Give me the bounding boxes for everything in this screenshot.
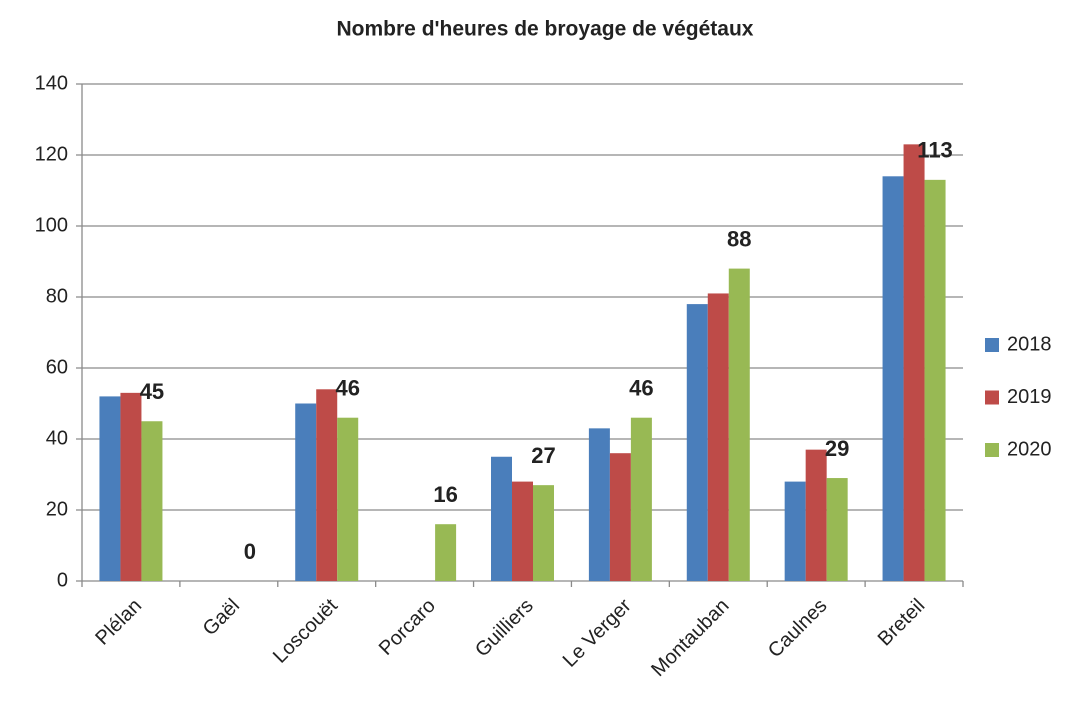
bar: [295, 403, 317, 581]
bar: [707, 293, 729, 581]
bar: [826, 478, 848, 581]
x-tick-label: Porcaro: [375, 595, 440, 660]
y-tick-label: 140: [35, 72, 68, 94]
data-label: 29: [825, 436, 849, 461]
bar: [120, 392, 142, 581]
bar: [491, 456, 512, 581]
legend-label: 2019: [1007, 386, 1052, 408]
y-tick-label: 20: [46, 498, 68, 520]
bar: [99, 396, 121, 581]
y-tick-label: 0: [57, 569, 68, 591]
bar: [784, 481, 806, 581]
bar: [316, 389, 338, 581]
bar: [512, 481, 533, 581]
data-label: 46: [335, 376, 359, 401]
y-tick-label: 100: [35, 214, 68, 236]
x-tick-label: Loscouët: [269, 594, 342, 667]
bar: [141, 421, 163, 581]
legend-label: 2018: [1007, 333, 1052, 355]
x-tick-label: Montauban: [647, 595, 733, 681]
data-label: 46: [629, 376, 653, 401]
bar: [686, 304, 708, 581]
x-tick-label: Plélan: [91, 595, 146, 650]
x-tick-label: Le Verger: [559, 594, 636, 671]
bar: [588, 428, 610, 581]
y-tick-label: 80: [46, 285, 68, 307]
x-tick-label: Breteil: [874, 595, 930, 651]
chart-title: Nombre d'heures de broyage de végétaux: [337, 18, 754, 41]
data-label: 45: [140, 379, 164, 404]
legend-swatch: [985, 390, 999, 405]
bar: [924, 179, 946, 581]
bar: [435, 524, 457, 581]
data-label: 27: [531, 443, 555, 468]
legend-swatch: [985, 338, 999, 352]
x-tick-label: Guilliers: [471, 595, 538, 662]
data-label: 113: [917, 138, 953, 163]
bar: [728, 268, 750, 581]
bar: [533, 485, 554, 581]
legend-swatch: [985, 443, 999, 457]
y-tick-label: 120: [35, 143, 68, 165]
bar: [882, 176, 904, 582]
y-tick-label: 40: [46, 427, 68, 449]
bar: [630, 417, 652, 581]
bar: [805, 449, 827, 581]
legend-label: 2020: [1007, 438, 1052, 460]
bar: [337, 417, 359, 581]
bar: [903, 144, 925, 581]
data-label: 88: [727, 226, 751, 251]
data-label: 16: [433, 482, 457, 507]
x-tick-label: Caulnes: [764, 595, 831, 662]
bar: [609, 453, 631, 581]
y-tick-label: 60: [46, 356, 68, 378]
x-tick-label: Gaël: [199, 595, 244, 640]
data-label: 0: [244, 539, 256, 564]
